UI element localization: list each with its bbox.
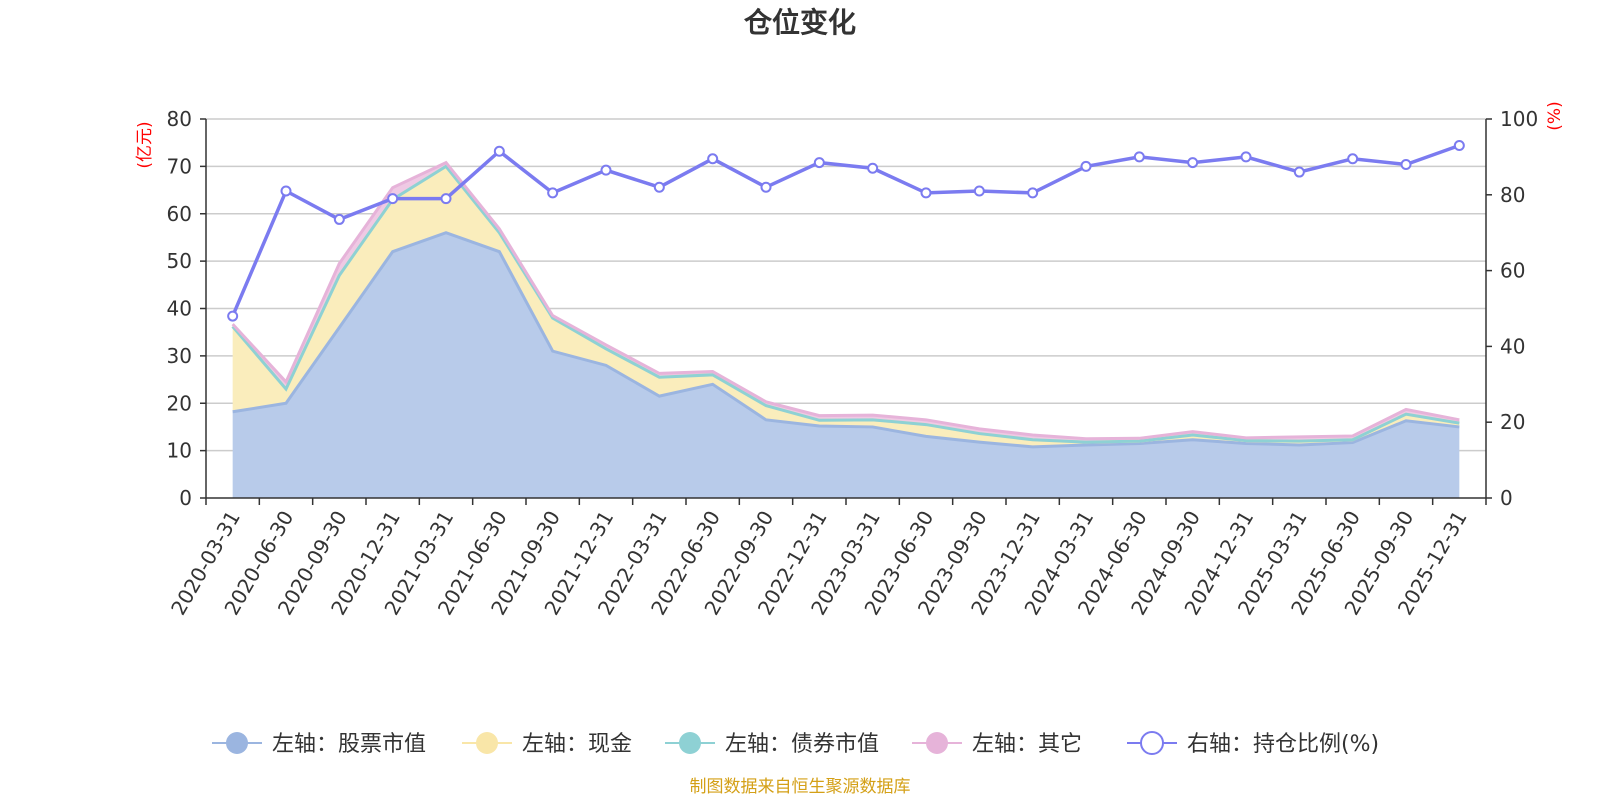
ratio-point: [1240, 151, 1252, 163]
legend-item: 左轴：现金: [462, 732, 632, 757]
data-source-note: 制图数据来自恒生聚源数据库: [690, 777, 911, 797]
area-fill: [232, 232, 1460, 498]
right-tick-label: 60: [1500, 259, 1525, 283]
ratio-point: [227, 310, 239, 322]
left-tick-label: 40: [167, 297, 192, 321]
area-top-line: [232, 231, 1460, 449]
stacked-areas: [231, 160, 1460, 498]
chart-title: 仓位变化: [744, 6, 856, 39]
ratio-point: [440, 193, 452, 205]
ratio-point: [493, 145, 505, 157]
legend-label: 左轴：债券市值: [725, 732, 879, 757]
left-tick-label: 70: [167, 154, 192, 178]
ratio-point: [1347, 153, 1359, 165]
ratio-point: [280, 185, 292, 197]
ratio-point: [920, 187, 932, 199]
legend: 左轴：股票市值 左轴：现金 左轴：债券市值 左轴：其它 右轴：持仓比例(%): [212, 731, 1379, 757]
ratio-point: [1133, 151, 1145, 163]
right-tick-label: 0: [1500, 486, 1513, 510]
ratio-point: [600, 164, 612, 176]
left-tick-label: 30: [167, 344, 192, 368]
legend-label: 左轴：股票市值: [272, 732, 426, 757]
legend-label: 右轴：持仓比例(%): [1187, 732, 1379, 757]
left-tick-label: 80: [167, 107, 192, 131]
legend-item: 右轴：持仓比例(%): [1127, 731, 1379, 757]
legend-label: 左轴：其它: [972, 732, 1082, 757]
right-tick-label: 100: [1500, 107, 1538, 131]
right-axis-unit: (%): [1545, 101, 1565, 130]
ratio-point: [760, 181, 772, 193]
right-tick-label: 20: [1500, 410, 1525, 434]
ratio-point: [1080, 160, 1092, 172]
ratio-point: [333, 213, 345, 225]
right-tick-label: 40: [1500, 334, 1525, 358]
left-axis-unit: (亿元): [135, 121, 155, 168]
ratio-point: [813, 157, 825, 169]
ratio-point: [653, 181, 665, 193]
left-tick-label: 60: [167, 202, 192, 226]
left-tick-label: 50: [167, 249, 192, 273]
left-tick-label: 0: [179, 486, 192, 510]
legend-item: 左轴：其它: [912, 732, 1082, 757]
left-tick-label: 20: [167, 391, 192, 415]
ratio-point: [707, 153, 719, 165]
ratio-point: [1453, 140, 1465, 152]
legend-item: 左轴：股票市值: [212, 732, 426, 757]
area-top-line: [231, 160, 1460, 441]
legend-label: 左轴：现金: [522, 732, 632, 757]
left-tick-label: 10: [167, 439, 192, 463]
ratio-point: [387, 193, 399, 205]
ratio-line: [231, 143, 1460, 317]
ratio-point: [1187, 157, 1199, 169]
ratio-point: [1027, 187, 1039, 199]
right-tick-label: 80: [1500, 183, 1525, 207]
ratio-point: [547, 187, 559, 199]
ratio-line-series: [227, 140, 1465, 322]
area-top-line: [231, 164, 1460, 444]
ratio-point: [1400, 158, 1412, 170]
ratio-point: [973, 185, 985, 197]
ratio-point: [867, 162, 879, 174]
legend-item: 左轴：债券市值: [665, 732, 879, 757]
ratio-point: [1293, 166, 1305, 178]
